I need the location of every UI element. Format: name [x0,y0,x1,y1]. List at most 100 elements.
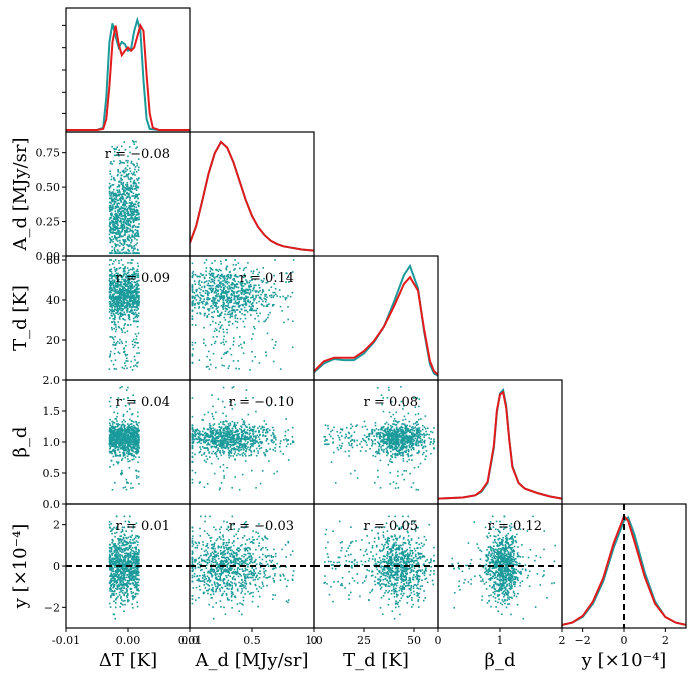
scatter-point [207,294,209,297]
scatter-point [214,301,216,304]
scatter-point [238,298,241,301]
scatter-point [239,296,241,299]
scatter-point [118,292,121,294]
scatter-point [122,218,124,220]
scatter-point [127,324,129,326]
scatter-point [113,431,116,434]
scatter-point [121,424,123,426]
scatter-point [191,444,194,447]
scatter-point [402,431,405,434]
scatter-point [126,447,129,450]
scatter-point [118,245,121,247]
scatter-point [136,342,138,344]
scatter-point [245,431,248,433]
scatter-point [125,302,127,304]
scatter-point [211,275,214,278]
scatter-point [124,456,127,459]
scatter-point [131,294,134,297]
scatter-point [128,300,131,303]
scatter-point [202,295,205,297]
scatter-point [194,306,196,309]
scatter-point [136,362,138,364]
scatter-point [214,340,217,343]
scatter-point [136,326,139,328]
scatter-point [118,299,121,301]
scatter-point [111,420,113,423]
scatter-point [126,289,128,292]
scatter-point [249,369,251,371]
scatter-point [118,430,120,432]
scatter-point [120,210,122,213]
scatter-point [126,330,129,332]
scatter-point [265,448,268,451]
scatter-point [134,196,137,198]
scatter-point [132,441,134,443]
scatter-point [234,403,236,406]
scatter-point [132,163,134,165]
scatter-point [252,434,254,436]
scatter-point [237,290,240,292]
scatter-point [236,297,239,299]
scatter-point [251,309,254,312]
scatter-point [116,214,119,216]
scatter-point [109,229,112,231]
scatter-point [130,300,133,302]
scatter-point [214,290,217,292]
scatter-point [378,437,381,440]
scatter-point [218,284,221,287]
scatter-point [122,454,125,457]
scatter-point [124,203,126,206]
scatter-point [114,298,117,300]
scatter-point [217,440,220,443]
scatter-point [382,434,385,437]
scatter-point [191,286,194,288]
scatter-point [250,444,253,447]
scatter-point [119,302,121,304]
scatter-point [132,221,135,224]
scatter-point [245,448,248,450]
scatter-point [191,461,194,463]
scatter-point [109,466,111,468]
scatter-point [218,330,221,333]
scatter-point [117,435,119,437]
scatter-point [255,309,257,312]
scatter-point [115,292,117,294]
scatter-point [122,419,125,421]
scatter-point [137,448,139,451]
scatter-point [202,419,205,421]
scatter-point [114,237,117,239]
scatter-point [221,437,223,440]
scatter-point [115,433,117,435]
scatter-point [257,442,260,444]
scatter-point [422,451,425,454]
scatter-point [119,338,121,341]
scatter-point [207,447,209,450]
scatter-point [136,164,139,167]
scatter-point [191,302,194,304]
scatter-point [123,223,125,226]
scatter-point [235,302,237,304]
scatter-point [234,268,236,270]
scatter-point [108,300,111,303]
scatter-point [237,442,239,444]
scatter-point [127,159,129,162]
scatter-point [250,306,252,308]
scatter-point [125,280,127,283]
scatter-point [216,302,218,305]
scatter-point [108,237,111,239]
scatter-point [128,424,130,427]
scatter-point [116,204,119,206]
scatter-point [199,312,201,314]
scatter-point [128,202,131,204]
scatter-point [110,193,113,196]
scatter-point [133,430,135,433]
scatter-point [112,215,115,218]
scatter-point [215,366,217,369]
scatter-point [134,344,136,347]
scatter-point [130,291,133,293]
scatter-point [207,313,210,316]
scatter-point [111,279,114,282]
scatter-point [246,436,249,438]
scatter-point [114,200,117,203]
scatter-point [118,227,120,230]
